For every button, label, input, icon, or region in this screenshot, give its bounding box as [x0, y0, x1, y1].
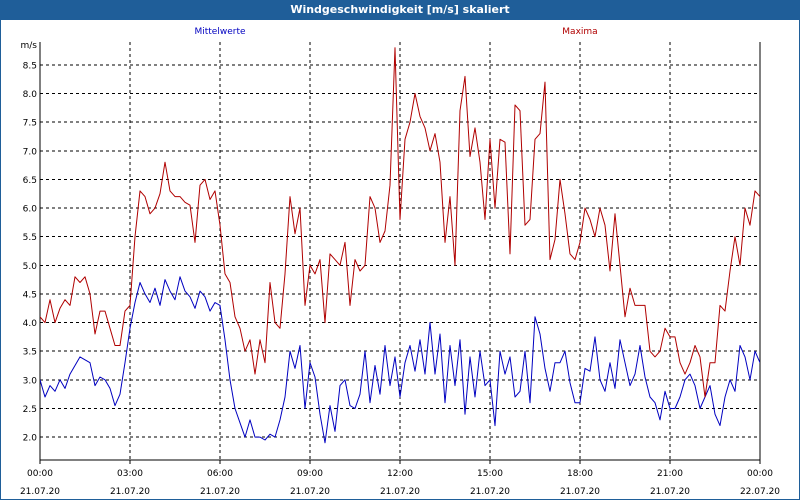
x-tick-date: 21.07.20	[290, 487, 330, 497]
y-tick-label: 2.0	[23, 434, 38, 444]
y-tick-label: 6.5	[23, 176, 37, 186]
x-tick-time: 18:00	[567, 469, 593, 479]
x-tick-time: 03:00	[117, 469, 143, 479]
y-tick-label: 5.5	[23, 233, 37, 243]
wind-speed-chart: 2.0 2.5 3.0 3.5 4.0 4.5 5.0 5.5 6.0 6.5 7.0 7.5 8.0 8…	[20, 27, 780, 497]
series-line-mittelwerte	[40, 276, 760, 444]
x-tick-date: 21.07.20	[380, 487, 420, 497]
y-tick-label: 3.0	[23, 376, 38, 386]
x-tick-date: 21.07.20	[470, 487, 510, 497]
y-tick-label: 2.5	[23, 405, 37, 415]
x-tick-date: 21.07.20	[110, 487, 150, 497]
x-tick-time: 06:00	[207, 469, 233, 479]
x-tick-time: 21:00	[657, 469, 683, 479]
x-tick-date: 21.07.20	[200, 487, 240, 497]
y-tick-label: 3.5	[23, 348, 37, 358]
x-tick-date: 21.07.20	[560, 487, 600, 497]
y-tick-label: 6.0	[23, 205, 38, 215]
legend-mittelwerte: Mittelwerte	[194, 27, 245, 37]
x-tick-time: 09:00	[297, 469, 323, 479]
y-tick-label: 8.0	[23, 90, 38, 100]
x-tick-date: 21.07.20	[20, 487, 60, 497]
y-tick-label: 5.0	[23, 262, 38, 272]
legend-maxima: Maxima	[562, 27, 597, 37]
series-line-maxima	[40, 47, 760, 398]
y-tick-label: 7.5	[23, 119, 37, 129]
y-tick-label: 7.0	[23, 147, 38, 157]
x-tick-time: 15:00	[477, 469, 503, 479]
window-title: Windgeschwindigkeit [m/s] skaliert	[0, 0, 800, 20]
x-tick-date: 22.07.20	[740, 487, 780, 497]
x-tick-time: 00:00	[27, 469, 53, 479]
y-axis-unit: m/s	[21, 41, 38, 51]
x-tick-date: 21.07.20	[650, 487, 690, 497]
x-tick-time: 00:00	[747, 469, 773, 479]
y-tick-label: 8.5	[23, 61, 37, 71]
x-tick-time: 12:00	[387, 469, 413, 479]
y-tick-label: 4.5	[23, 290, 37, 300]
y-tick-label: 4.0	[23, 319, 38, 329]
